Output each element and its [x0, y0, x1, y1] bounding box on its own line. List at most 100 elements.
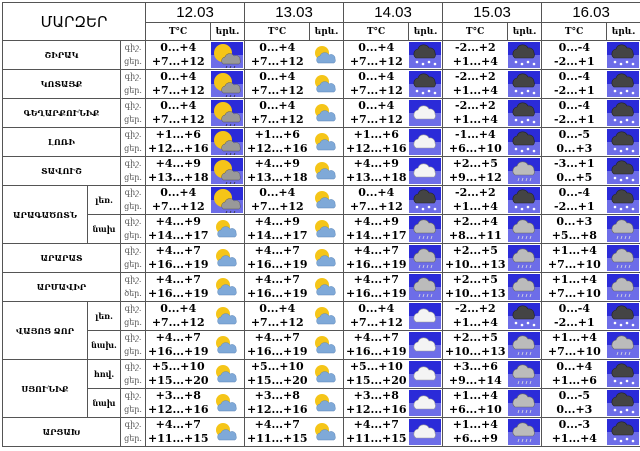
snow-icon	[607, 42, 639, 68]
night-temp: +4...+9	[245, 215, 310, 229]
date-header: 12.03	[146, 3, 245, 23]
night-temp: +2...+5	[443, 331, 508, 345]
weather-icon-cell	[310, 215, 344, 244]
weather-header: երև.	[508, 23, 542, 41]
day-temp: +5...+8	[542, 229, 607, 243]
rain-icon	[508, 361, 540, 387]
temperature-cell: 0...-4-2...+1	[542, 186, 607, 215]
temperature-cell: +5...+10+15...+20	[245, 360, 310, 389]
night-label: գիշ.	[121, 244, 145, 258]
temperature-cell: +4...+7+16...+19	[146, 244, 211, 273]
weather-icon-cell	[607, 302, 640, 331]
day-temp: +12...+16	[245, 403, 310, 417]
subregion-name: լեռ.	[88, 186, 121, 215]
sun-cloud-icon	[211, 332, 243, 358]
night-label: գիշ.	[121, 186, 145, 200]
day-temp: -2...+1	[542, 113, 607, 127]
day-temp: +16...+19	[146, 287, 211, 301]
temperature-cell: +4...+9+14...+17	[344, 215, 409, 244]
day-label: ցեր.	[121, 142, 145, 156]
night-temp: +4...+9	[146, 157, 211, 171]
temp-header: T°C	[245, 23, 310, 41]
night-temp: 0...-3	[542, 418, 607, 432]
night-temp: +2...+4	[443, 215, 508, 229]
date-header-row: ՄԱՐԶԵՐ 12.03 13.03 14.03 15.03 16.03	[3, 3, 640, 23]
day-temp: +12...+16	[146, 142, 211, 156]
subregion-name: նախ	[88, 215, 121, 244]
sun-cloud-rain-icon	[211, 71, 243, 97]
night-label: գիշ.	[121, 389, 145, 403]
period-labels: գիշ.ցեր.	[121, 418, 146, 447]
day-temp: +7...+12	[245, 200, 310, 214]
temperature-cell: +4...+9+14...+17	[146, 215, 211, 244]
day-temp: +16...+19	[146, 345, 211, 359]
region-name: ԳԵՂԱՐՔՈՒՆԻՔ	[3, 99, 121, 128]
temperature-cell: 0...+4+1...+6	[542, 360, 607, 389]
day-temp: +7...+12	[344, 113, 409, 127]
night-label: գիշ.	[121, 157, 145, 171]
day-temp: +7...+12	[245, 55, 310, 69]
temperature-cell: 0...+4+7...+12	[344, 302, 409, 331]
weather-icon-cell	[310, 157, 344, 186]
weather-icon-cell	[409, 418, 443, 447]
weather-icon-cell	[211, 360, 245, 389]
night-temp: +3...+6	[443, 360, 508, 374]
weather-icon-cell	[409, 360, 443, 389]
snow-icon	[607, 303, 639, 329]
temperature-cell: +2...+5+9...+12	[443, 157, 508, 186]
night-temp: 0...-4	[542, 99, 607, 113]
rain-icon	[508, 274, 540, 300]
weather-icon-cell	[409, 302, 443, 331]
night-temp: +4...+7	[344, 244, 409, 258]
temperature-cell: 0...-3+1...+4	[542, 418, 607, 447]
night-temp: +4...+7	[146, 331, 211, 345]
temperature-cell: +3...+8+12...+16	[344, 389, 409, 418]
night-temp: +4...+7	[344, 418, 409, 432]
temperature-cell: 0...+4+7...+12	[245, 186, 310, 215]
day-temp: 0...+3	[542, 403, 607, 417]
night-label: գիշ.	[121, 418, 145, 432]
temperature-cell: +1...+4+7...+10	[542, 273, 607, 302]
night-label: գիշ.	[121, 99, 145, 113]
temperature-cell: +4...+9+13...+18	[344, 157, 409, 186]
temperature-cell: +5...+10+15...+20	[146, 360, 211, 389]
night-temp: 0...+4	[146, 99, 211, 113]
temperature-cell: 0...+4+7...+12	[245, 99, 310, 128]
sun-cloud-rain-icon	[211, 42, 243, 68]
period-labels: գիշ.ցեր.	[121, 360, 146, 389]
weather-icon-cell	[211, 186, 245, 215]
temperature-cell: 0...+4+7...+12	[245, 302, 310, 331]
day-label: ծեր.	[121, 287, 145, 301]
weather-icon-cell	[310, 99, 344, 128]
day-temp: +7...+10	[542, 287, 607, 301]
day-temp: +1...+4	[443, 84, 508, 98]
table-row: նախ.գիշ.ցեր.+4...+7+16...+19+4...+7+16..…	[3, 331, 640, 360]
temperature-cell: -2...+2+1...+4	[443, 70, 508, 99]
weather-icon-cell	[409, 244, 443, 273]
rain-icon	[607, 216, 639, 242]
night-temp: +1...+4	[542, 244, 607, 258]
sun-cloud-rain-icon	[211, 187, 243, 213]
weather-icon-cell	[508, 128, 542, 157]
weather-icon-cell	[211, 128, 245, 157]
day-temp: +1...+4	[542, 432, 607, 446]
weather-icon-cell	[310, 244, 344, 273]
temperature-cell: 0...-4-2...+1	[542, 70, 607, 99]
weather-icon-cell	[607, 70, 640, 99]
region-name: ՍՅՈՒՆԻՔ	[3, 360, 88, 418]
weather-icon-cell	[211, 331, 245, 360]
temperature-cell: +2...+4+8...+11	[443, 215, 508, 244]
temperature-cell: 0...-4-2...+1	[542, 41, 607, 70]
weather-icon-cell	[409, 157, 443, 186]
sun-cloud-icon	[211, 216, 243, 242]
day-temp: 0...+3	[542, 142, 607, 156]
weather-icon-cell	[211, 244, 245, 273]
sun-cloud-rain-icon	[211, 129, 243, 155]
sun-cloud-icon	[310, 187, 342, 213]
rain-icon	[508, 158, 540, 184]
temperature-cell: +4...+7+11...+15	[245, 418, 310, 447]
rain-icon	[508, 332, 540, 358]
day-temp: +6...+10	[443, 142, 508, 156]
day-label: ցեր.	[121, 84, 145, 98]
